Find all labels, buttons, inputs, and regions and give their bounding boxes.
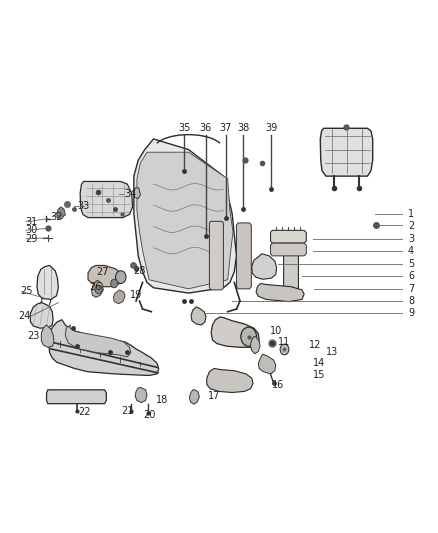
Polygon shape: [251, 337, 260, 354]
Polygon shape: [57, 207, 65, 219]
Polygon shape: [65, 325, 131, 357]
Text: 3: 3: [408, 234, 414, 244]
Circle shape: [280, 344, 289, 355]
Text: 2: 2: [408, 221, 414, 231]
Text: 22: 22: [78, 407, 91, 417]
Text: 4: 4: [408, 246, 414, 255]
Polygon shape: [209, 221, 223, 290]
Polygon shape: [237, 223, 251, 289]
Polygon shape: [189, 390, 199, 404]
Polygon shape: [211, 317, 259, 348]
Text: 34: 34: [125, 189, 137, 199]
Text: 26: 26: [90, 282, 102, 292]
Text: 25: 25: [21, 286, 33, 296]
Polygon shape: [80, 181, 133, 217]
Text: 19: 19: [130, 289, 142, 300]
Text: 23: 23: [27, 330, 39, 341]
Text: 31: 31: [25, 217, 37, 227]
Text: 29: 29: [25, 234, 37, 244]
Polygon shape: [320, 128, 373, 176]
Text: 17: 17: [208, 391, 221, 401]
Text: 15: 15: [313, 370, 325, 380]
Text: 18: 18: [156, 395, 168, 406]
Text: 21: 21: [121, 406, 134, 416]
Polygon shape: [30, 303, 53, 328]
FancyBboxPatch shape: [284, 249, 298, 294]
Text: 14: 14: [313, 358, 325, 368]
Text: 20: 20: [143, 410, 155, 421]
Polygon shape: [135, 387, 147, 402]
Polygon shape: [88, 265, 122, 287]
Polygon shape: [92, 280, 103, 297]
Text: 39: 39: [265, 123, 278, 133]
Text: 16: 16: [272, 379, 284, 390]
Text: 35: 35: [178, 123, 190, 133]
Text: 24: 24: [18, 311, 31, 321]
Polygon shape: [113, 290, 125, 304]
Text: 6: 6: [408, 271, 414, 281]
Text: 27: 27: [96, 267, 109, 277]
Circle shape: [241, 327, 257, 346]
Text: 1: 1: [408, 209, 414, 220]
Polygon shape: [191, 307, 206, 325]
Text: 8: 8: [408, 295, 414, 305]
Polygon shape: [271, 230, 306, 243]
Text: 33: 33: [78, 201, 90, 211]
Text: 30: 30: [25, 225, 37, 236]
Polygon shape: [252, 254, 277, 279]
Polygon shape: [134, 188, 141, 198]
Polygon shape: [49, 320, 159, 375]
Text: 11: 11: [279, 337, 291, 347]
Circle shape: [111, 279, 118, 288]
Circle shape: [116, 271, 126, 284]
Text: 12: 12: [309, 340, 321, 350]
Text: 10: 10: [270, 326, 282, 336]
Polygon shape: [137, 152, 233, 289]
Polygon shape: [37, 265, 58, 300]
Polygon shape: [41, 325, 54, 348]
Text: 28: 28: [133, 266, 146, 276]
Polygon shape: [46, 390, 106, 403]
Polygon shape: [258, 354, 276, 374]
Polygon shape: [207, 368, 253, 392]
Text: 36: 36: [200, 123, 212, 133]
Polygon shape: [134, 139, 237, 293]
Text: 9: 9: [408, 308, 414, 318]
Polygon shape: [256, 284, 304, 302]
Polygon shape: [271, 243, 306, 256]
Text: 38: 38: [237, 123, 250, 133]
Text: 13: 13: [326, 346, 339, 357]
Text: 5: 5: [408, 260, 414, 269]
Text: 37: 37: [220, 123, 232, 133]
Circle shape: [95, 285, 102, 294]
Text: 32: 32: [50, 212, 63, 222]
Text: 7: 7: [408, 284, 414, 294]
